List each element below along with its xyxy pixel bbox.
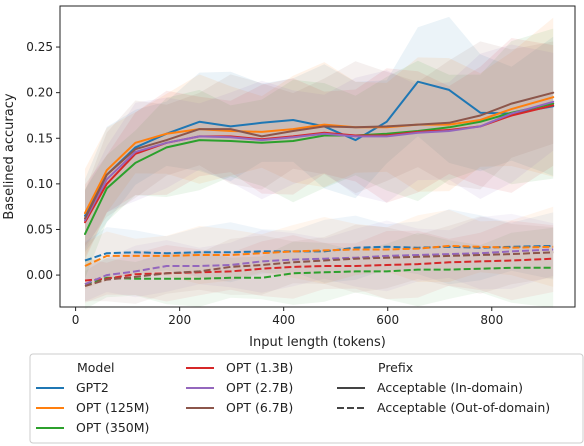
y-tick-label: 0.20 (26, 86, 53, 100)
legend-label: Acceptable (In-domain) (377, 380, 523, 395)
legend-item-acceptable-in-domain: Acceptable (In-domain) (337, 380, 523, 395)
legend-label: OPT (125M) (76, 400, 149, 415)
band-opt-2-7b-in-domain (85, 44, 554, 250)
band-opt-125m-in-domain (85, 17, 554, 258)
line-opt-125m-out-of-domain (84, 244, 554, 267)
legend-item-acceptable-out-of-domain: Acceptable (Out-of-domain) (337, 400, 550, 415)
band-gpt2-out-of-domain (85, 209, 554, 285)
legend: Model Prefix GPT2 OPT (125M) OPT (350M) OPT… (29, 353, 584, 444)
line-opt-6-7b-out-of-domain (84, 251, 554, 287)
x-axis-ticks: 0 200 400 600 800 (72, 307, 503, 327)
x-tick-label: 400 (272, 313, 295, 327)
legend-label: OPT (6.7B) (226, 400, 293, 415)
legend-items: GPT2 OPT (125M) OPT (350M) OPT (1.3B) OPT (2… (36, 360, 550, 435)
legend-item-opt-350m: OPT (350M) (36, 420, 149, 435)
x-tick-label: 200 (168, 313, 191, 327)
band-opt-6-7b-in-domain (85, 41, 554, 247)
legend-item-opt-2-7b: OPT (2.7B) (186, 380, 293, 395)
legend-item-opt-125m: OPT (125M) (36, 400, 149, 415)
legend-label: OPT (350M) (76, 420, 149, 435)
legend-label: GPT2 (76, 380, 109, 395)
legend-box (29, 353, 584, 444)
x-tick-label: 0 (72, 313, 80, 327)
legend-item-opt-6-7b: OPT (6.7B) (186, 400, 293, 415)
band-opt-350m-in-domain (85, 28, 554, 279)
legend-item-opt-1-3b: OPT (1.3B) (186, 360, 293, 375)
legend-model-title: Model (77, 360, 115, 375)
x-tick-label: 600 (376, 313, 399, 327)
band-opt-1-3b-in-domain (85, 38, 554, 260)
legend-item-gpt2: GPT2 (36, 380, 109, 395)
legend-label: OPT (2.7B) (226, 380, 293, 395)
y-axis-ticks: 0.00 0.05 0.10 0.15 0.20 0.25 (26, 40, 60, 282)
legend-label: Acceptable (Out-of-domain) (377, 400, 550, 415)
y-tick-label: 0.10 (26, 177, 53, 191)
legend-label: OPT (1.3B) (226, 360, 293, 375)
line-gpt2-in-domain (84, 80, 555, 217)
line-opt-2-7b-out-of-domain (84, 248, 554, 286)
y-tick-label: 0.00 (26, 268, 53, 282)
legend-prefix-title: Prefix (378, 360, 413, 375)
band-opt-2-7b-out-of-domain (85, 213, 554, 302)
y-tick-label: 0.15 (26, 131, 53, 145)
y-tick-label: 0.25 (26, 40, 53, 54)
line-opt-2-7b-in-domain (84, 100, 555, 222)
line-opt-6-7b-in-domain (84, 91, 555, 220)
line-opt-125m-in-domain (84, 96, 555, 215)
y-tick-label: 0.05 (26, 222, 53, 236)
line-opt-350m-out-of-domain (84, 266, 554, 286)
series-lines (84, 80, 555, 287)
line-opt-350m-in-domain (84, 102, 555, 235)
line-opt-1-3b-out-of-domain (84, 257, 554, 282)
confidence-bands (85, 16, 554, 310)
plot-frame (59, 5, 576, 308)
x-tick-label: 800 (480, 313, 503, 327)
y-axis-label: Baselined accuracy (2, 93, 17, 219)
x-axis-label: Input length (tokens) (249, 335, 386, 350)
